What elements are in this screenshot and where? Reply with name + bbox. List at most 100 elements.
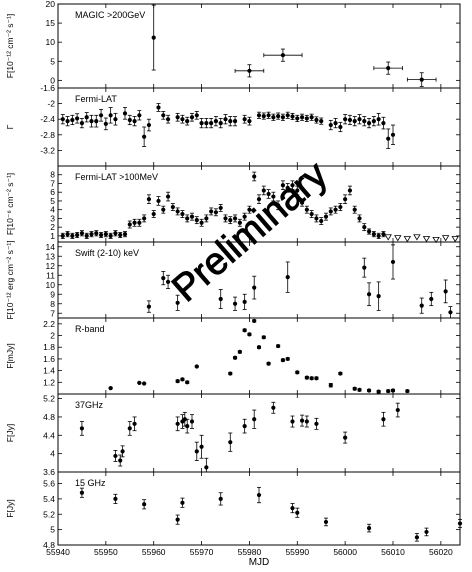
- x-tick-label: 55980: [238, 547, 262, 557]
- y-tick-label: 4: [50, 449, 55, 459]
- data-point: [366, 229, 372, 234]
- data-point: [103, 232, 108, 237]
- data-point: [290, 506, 295, 511]
- data-point: [84, 233, 89, 238]
- data-point: [156, 198, 161, 204]
- data-point: [209, 209, 214, 214]
- data-point: [256, 345, 262, 350]
- y-axis-label: F[10⁻⁶ cm⁻² s⁻¹]: [5, 173, 15, 235]
- data-point: [146, 304, 152, 309]
- data-point: [204, 121, 209, 126]
- data-point: [252, 174, 257, 179]
- data-point: [218, 496, 223, 501]
- data-point: [194, 449, 199, 454]
- data-point: [189, 115, 195, 120]
- y-tick-label: 5.2: [43, 509, 55, 519]
- data-point: [242, 299, 247, 304]
- data-point: [352, 207, 357, 212]
- data-point: [285, 113, 290, 118]
- data-point: [371, 232, 376, 237]
- data-point: [357, 216, 362, 221]
- data-point: [118, 232, 123, 238]
- y-tick-label: 8: [50, 170, 55, 180]
- data-point: [79, 426, 85, 431]
- data-point: [390, 132, 396, 137]
- data-point: [98, 232, 104, 238]
- x-tick-label: 56020: [429, 547, 453, 557]
- data-point: [390, 388, 396, 393]
- data-point: [261, 335, 266, 340]
- data-point: [94, 231, 99, 236]
- data-point: [161, 207, 166, 212]
- data-point: [323, 214, 329, 219]
- data-point: [175, 379, 180, 384]
- data-point: [242, 424, 247, 429]
- data-point: [366, 525, 372, 531]
- y-tick-label: 5: [50, 525, 55, 535]
- data-point: [261, 113, 266, 119]
- panel-frame: [57, 317, 461, 395]
- data-point: [285, 356, 290, 362]
- data-point: [228, 371, 233, 376]
- data-point: [185, 216, 190, 221]
- data-point: [89, 232, 94, 237]
- data-point: [328, 383, 333, 388]
- data-point: [362, 265, 367, 270]
- y-tick-label: 2: [50, 222, 55, 232]
- panel-label: Swift (2-10) keV: [75, 248, 139, 258]
- y-tick-label: 9: [50, 289, 55, 299]
- y-tick-label: -1.6: [40, 83, 55, 93]
- data-point: [304, 116, 309, 121]
- data-point: [194, 113, 199, 118]
- data-point: [94, 119, 99, 124]
- upper-limit-marker: [413, 234, 421, 241]
- data-point: [304, 419, 309, 424]
- data-point: [386, 388, 391, 394]
- data-point: [218, 296, 223, 302]
- data-point: [333, 121, 338, 126]
- data-point: [347, 188, 353, 193]
- panel-5: 1.21.4 1.6 1.82 2.2 R-band F[mJy]: [5, 317, 461, 395]
- data-point: [252, 318, 257, 324]
- data-point: [347, 117, 353, 123]
- data-point: [127, 426, 132, 431]
- data-point: [295, 510, 300, 515]
- panel-frame: [57, 471, 461, 546]
- data-point: [304, 207, 309, 212]
- data-point: [280, 115, 286, 120]
- y-axis-label: F[mJy]: [5, 343, 15, 369]
- data-point: [175, 517, 180, 522]
- data-point: [108, 386, 113, 391]
- data-point: [280, 53, 286, 58]
- data-point: [333, 207, 338, 212]
- y-tick-label: 6: [50, 187, 55, 197]
- data-point: [338, 204, 343, 210]
- data-point: [218, 205, 223, 211]
- data-point: [328, 122, 333, 128]
- data-point: [314, 376, 319, 381]
- y-tick-label: 12: [46, 261, 56, 271]
- y-tick-label: 13: [46, 251, 56, 261]
- y-tick-label: 10: [46, 280, 56, 290]
- data-point: [60, 117, 65, 122]
- data-point: [376, 389, 381, 394]
- x-axis-label: MJD: [249, 557, 270, 568]
- data-point: [204, 216, 209, 221]
- data-point: [295, 370, 300, 375]
- x-tick-label: 56010: [381, 547, 405, 557]
- data-point: [343, 197, 348, 202]
- panel-2: -3.2 -2.8 -2.4 -2 -1.6 Fermi-LAT Γ: [5, 83, 461, 167]
- data-point: [309, 376, 314, 381]
- data-point: [371, 119, 376, 124]
- x-tick-label: 55970: [190, 547, 214, 557]
- data-point: [175, 209, 180, 214]
- data-point: [175, 300, 180, 305]
- data-point: [60, 233, 65, 238]
- x-tick-label: 55990: [285, 547, 309, 557]
- data-point: [189, 214, 195, 219]
- data-point: [223, 216, 228, 221]
- data-point: [343, 117, 348, 122]
- data-point: [299, 115, 305, 120]
